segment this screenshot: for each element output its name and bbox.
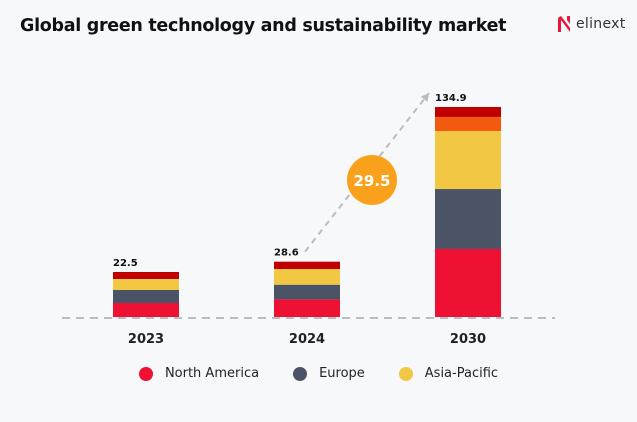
legend-swatch [398, 366, 413, 381]
bar-segment-2030-europe [435, 189, 501, 249]
legend-item: North America [138, 366, 260, 381]
bar-segment-2023-north-america [113, 302, 179, 317]
x-tick-label: 2024 [289, 332, 325, 347]
legend-swatch [138, 366, 153, 381]
bar-segment-2030-other-3 [435, 116, 501, 131]
bar-segment-2023-asia-pacific [113, 278, 179, 290]
total-label: 28.6 [274, 248, 299, 259]
total-label: 22.5 [113, 258, 138, 269]
x-tick-label: 2023 [128, 332, 164, 347]
bar-segment-2030-north-america [435, 248, 501, 317]
bar-segment-2023-other-4 [113, 271, 179, 279]
x-tick-label: 2030 [450, 332, 486, 347]
growth-badge [347, 155, 397, 205]
bar-segment-2024-europe [274, 284, 340, 300]
bar-segment-2030-other-4 [435, 107, 501, 117]
legend-item: Asia-Pacific [398, 366, 499, 381]
legend-label: Asia-Pacific [424, 366, 499, 381]
bar-segment-2023-europe [113, 289, 179, 303]
chart-title: Global green technology and sustainabili… [20, 16, 507, 36]
growth-badge-label: 29.5 [353, 172, 390, 190]
legend-label: Europe [319, 366, 365, 381]
legend-item: Europe [293, 366, 365, 381]
legend-label: North America [164, 366, 260, 381]
legend-swatch [293, 366, 308, 381]
bar-segment-2030-asia-pacific [435, 130, 501, 190]
legend: North America Europe Asia-Pacific [0, 366, 637, 381]
elinext-logo-icon [558, 16, 570, 32]
logo-text: elinext [576, 16, 626, 32]
bar-segment-2024-north-america [274, 299, 340, 317]
elinext-logo: elinext [557, 14, 626, 34]
total-label: 134.9 [435, 93, 467, 104]
growth-arrow-head-icon [420, 93, 429, 102]
bar-segment-2024-asia-pacific [274, 269, 340, 285]
bar-segment-2024-other-4 [274, 261, 340, 270]
